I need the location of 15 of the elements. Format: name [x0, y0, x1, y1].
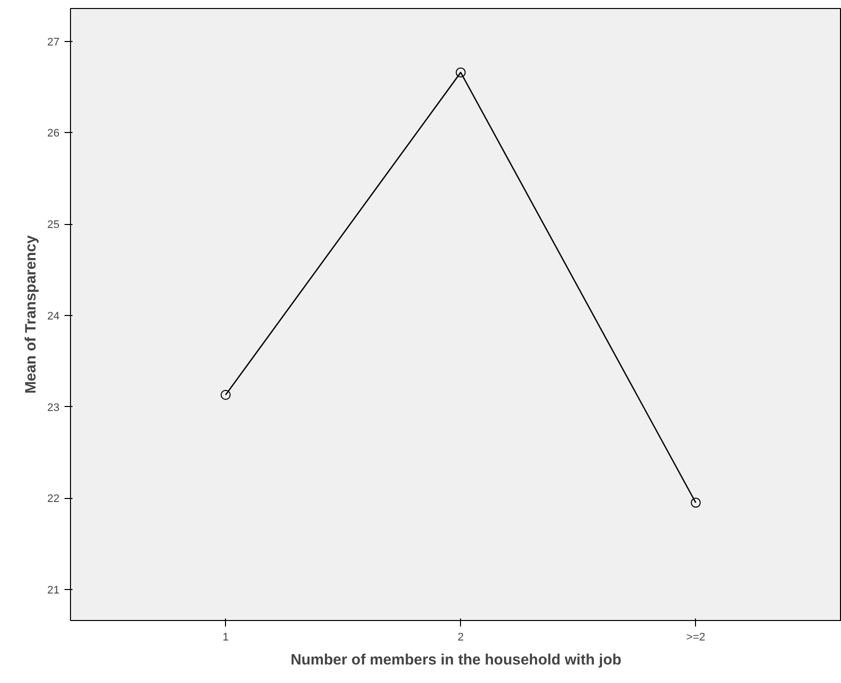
point: [456, 67, 466, 78]
y-tick-label: 22: [47, 493, 60, 506]
y-axis-title: Mean of Transparency: [22, 234, 40, 394]
y-tick-label: 27: [47, 36, 60, 48]
x-axis-title: Number of members in the household with job: [290, 652, 622, 668]
x-tick-label: 2: [458, 632, 464, 644]
y-tick-label: 24: [47, 310, 60, 322]
point: [690, 498, 701, 508]
y-tick-label: 25: [47, 219, 60, 232]
y-tick-label: 21: [47, 584, 60, 596]
y-tick-label: 26: [47, 128, 60, 140]
x-tick-label: >=2: [686, 632, 706, 644]
x-tick-label: 1: [222, 632, 229, 644]
point: [220, 390, 231, 400]
y-tick-label: 23: [47, 402, 60, 414]
